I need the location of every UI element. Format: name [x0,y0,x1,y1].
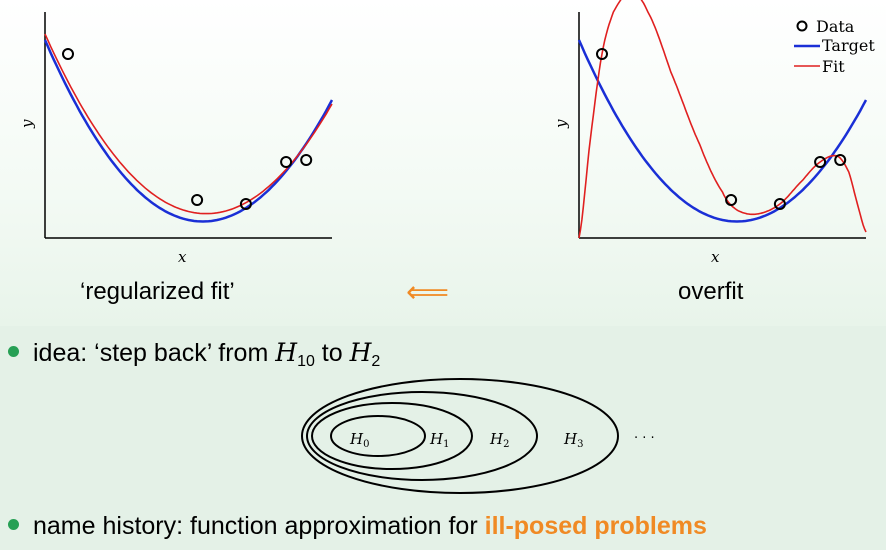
bullet-idea: idea: ‘step back’ from H10 to H2 [8,338,380,371]
left-arrow-icon: ⟸ [406,276,450,309]
h10-symbol: H10 [275,338,315,370]
caption-overfit: overfit [678,278,744,305]
label-h3: H3 [563,430,583,450]
data-point [596,48,608,60]
data-point [773,198,786,210]
data-point [725,194,738,206]
bullet-area [0,326,886,550]
caption-regularized-fit: ‘regularized fit’ [80,278,235,305]
label-h0: H0 [349,430,369,450]
chart-legend: Data Target Fit [794,17,875,76]
regularized-fit-chart: x y [18,12,334,266]
fit-series-line [578,0,867,239]
set-h3-ellipse [301,378,619,494]
legend-label-data: Data [816,17,855,36]
h2-symbol: H2 [349,338,381,370]
nested-hypothesis-sets-diagram: H0 H1 H2 H3 · · · [301,378,655,494]
x-axis-label: x [711,248,720,266]
bullet-dot-icon [8,345,19,357]
bullet-dot-icon [8,518,19,530]
data-point [239,198,252,210]
y-axis-label: y [552,119,570,129]
set-h0-ellipse [330,415,426,457]
legend-label-target: Target [822,36,875,55]
chart-axes [578,12,866,239]
label-h2: H2 [489,430,509,450]
label-h1: H1 [429,430,449,450]
set-h2-ellipse [306,391,538,481]
legend-label-fit: Fit [822,57,845,76]
overfit-chart: x y Data Target Fit [552,0,875,266]
idea-text: idea: ‘step back’ from [33,339,276,367]
target-series-line [577,39,868,223]
data-point [834,154,847,166]
data-point [300,154,313,166]
set-h1-ellipse [311,402,473,470]
figure-area [0,0,886,326]
data-point [814,156,827,168]
y-axis-label: y [18,119,36,129]
legend-data-marker [796,20,808,32]
ellipsis-text: · · · [634,431,655,446]
bullet-name-history: name history: function approximation for… [8,512,707,541]
target-series-line [43,39,334,223]
data-point [191,194,204,206]
history-text: name history: function approximation for [33,512,485,540]
x-axis-label: x [178,248,187,266]
fit-series-line [44,33,333,215]
data-point [62,48,74,60]
chart-axes [44,12,332,239]
ill-posed-highlight: ill-posed problems [484,512,707,540]
data-point [280,156,293,168]
idea-to-text: to [314,339,350,367]
